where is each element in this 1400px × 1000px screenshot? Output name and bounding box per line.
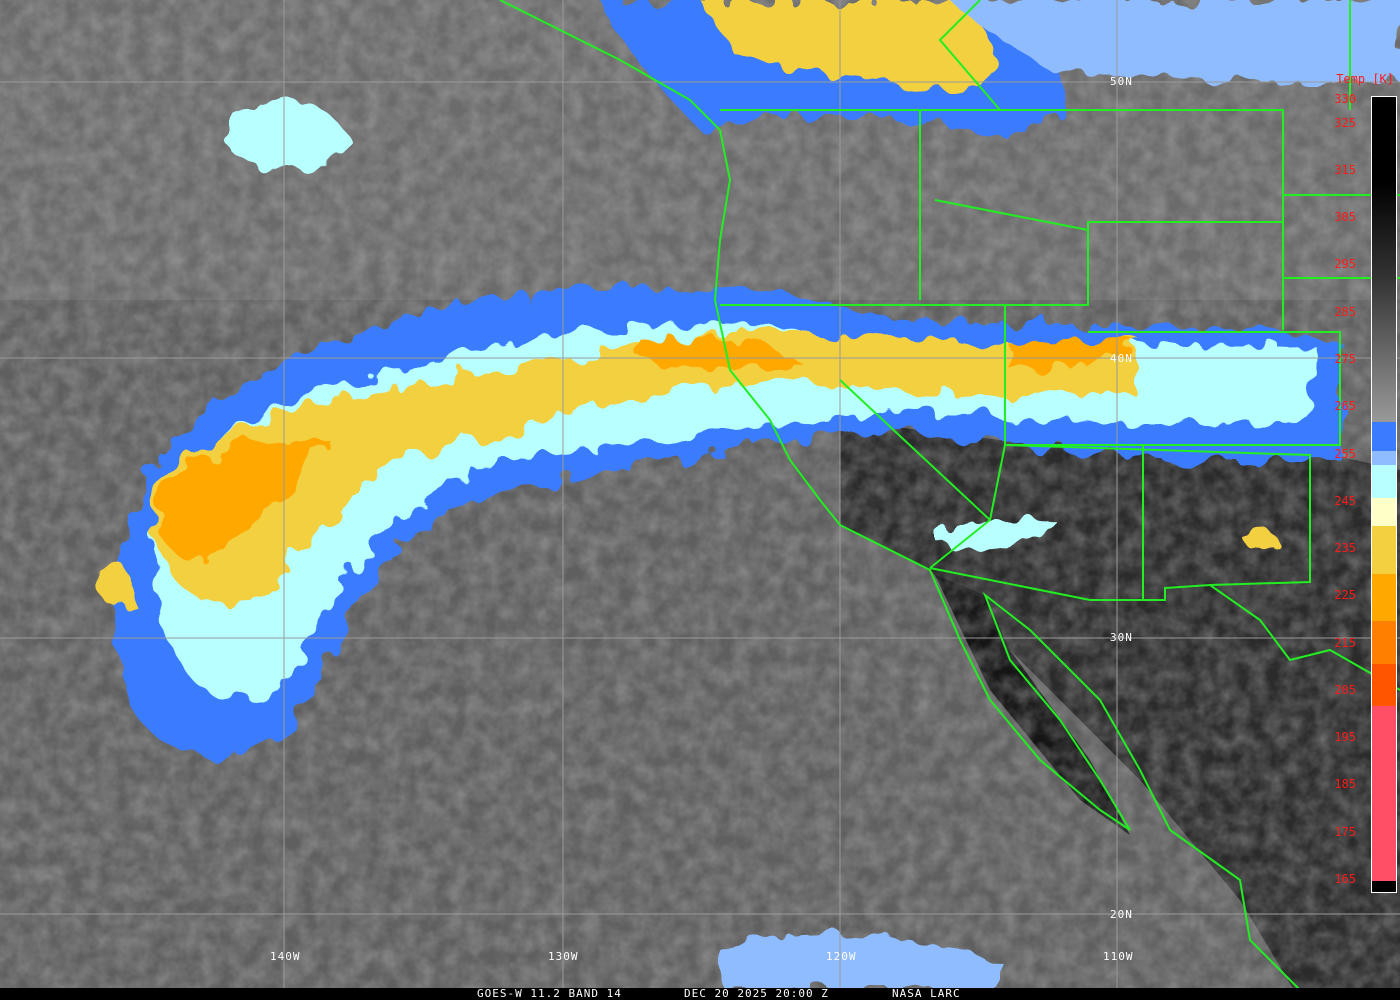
colorbar-tick-label: 325: [1334, 115, 1356, 130]
colorbar-segment: [1372, 465, 1396, 499]
caption-datetime: DEC 20 2025 20:00 Z: [684, 987, 829, 1000]
lon-label-110w: 110W: [1103, 950, 1134, 963]
lon-label-120w: 120W: [826, 950, 857, 963]
colorbar-tick-label: 165: [1334, 872, 1356, 886]
colorbar-segment: [1372, 621, 1396, 664]
image-caption: GOES-W 11.2 BAND 14 DEC 20 2025 20:00 Z …: [0, 988, 1400, 1000]
colorbar-tick-label: 255: [1334, 446, 1356, 461]
colorbar-segment: [1372, 706, 1396, 881]
colorbar-tick-label: 275: [1334, 352, 1356, 366]
colorbar-segment: [1372, 101, 1396, 423]
colorbar-tick-label: 265: [1334, 399, 1356, 414]
caption-satellite: GOES-W 11.2 BAND 14: [477, 987, 622, 1000]
colorbar-tick-label: 315: [1334, 162, 1356, 177]
colorbar-segment: [1372, 498, 1396, 527]
lat-label-50n: 50N: [1110, 75, 1133, 88]
colorbar-tick-label: 185: [1334, 777, 1356, 792]
colorbar-tick-label: 295: [1334, 257, 1356, 272]
lat-label-20n: 20N: [1110, 908, 1133, 921]
lon-label-140w: 140W: [270, 950, 301, 963]
lat-label-40n: 40N: [1110, 352, 1133, 365]
coastline: [499, 0, 1301, 991]
colorbar-tick-label: 205: [1334, 682, 1356, 697]
colorbar-segment: [1372, 450, 1396, 465]
colorbar-tick-label: 305: [1334, 210, 1356, 225]
colorbar-tick-label: 330: [1334, 92, 1356, 106]
cloud-systems: [99, 0, 1400, 990]
lon-label-130w: 130W: [548, 950, 579, 963]
colorbar-segment: [1372, 573, 1396, 621]
colorbar-tick-label: 225: [1334, 588, 1356, 603]
colorbar-segment: [1372, 526, 1396, 574]
colorbar-title: Temp [K]: [1336, 72, 1394, 86]
colorbar-tick-label: 175: [1334, 824, 1356, 839]
colorbar-tick-label: 245: [1334, 493, 1356, 508]
lat-label-30n: 30N: [1110, 631, 1133, 644]
colorbar-segment: [1372, 422, 1396, 451]
temperature-colorbar: [1371, 96, 1397, 893]
colorbar-tick-label: 285: [1334, 304, 1356, 319]
political-borders: [499, 0, 1400, 991]
colorbar-segment: [1372, 663, 1396, 707]
colorbar-tick-label: 215: [1334, 635, 1356, 650]
colorbar-tick-label: 195: [1334, 730, 1356, 745]
colorbar-tick-label: 235: [1334, 541, 1356, 556]
caption-source: NASA LARC: [892, 987, 961, 1000]
